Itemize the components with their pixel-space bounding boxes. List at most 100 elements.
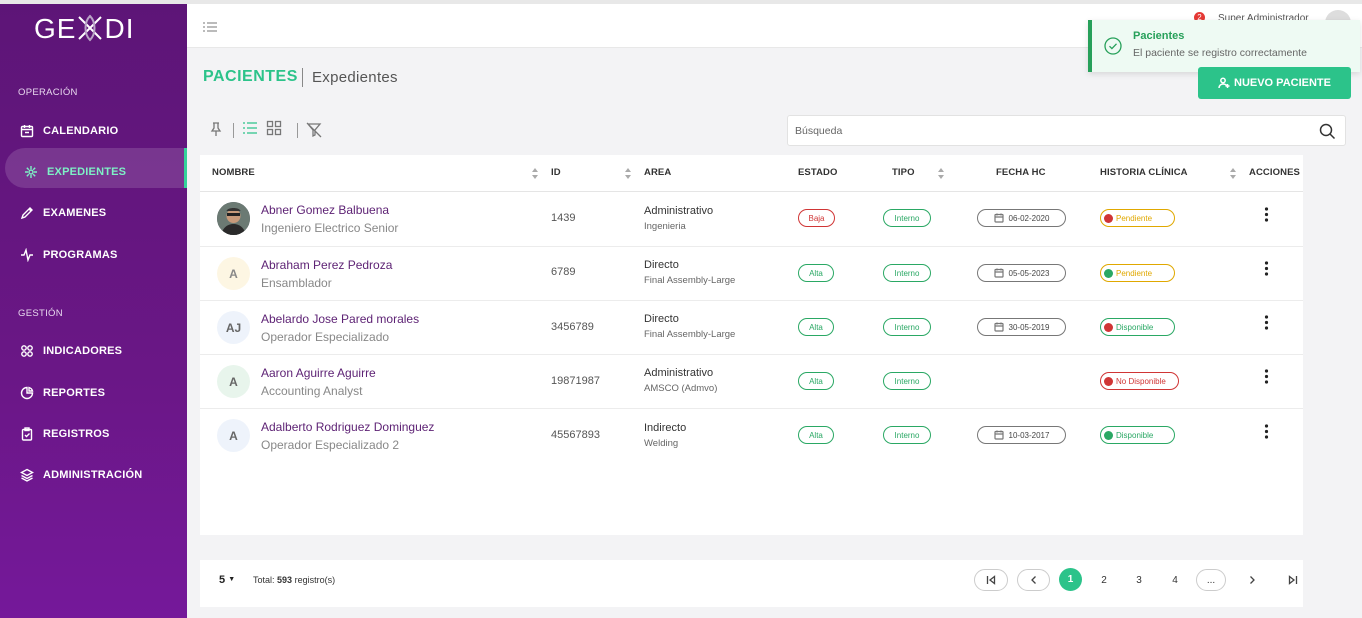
avatar — [217, 202, 250, 235]
history-text: No Disponible — [1116, 376, 1166, 386]
add-user-icon — [1218, 77, 1230, 89]
column-historia-clinica[interactable]: HISTORIA CLÍNICA — [1100, 167, 1188, 178]
patient-name[interactable]: Aaron Aguirre Aguirre — [261, 366, 376, 380]
column-estado[interactable]: ESTADO — [798, 167, 838, 178]
column-nombre[interactable]: NOMBRE — [212, 167, 255, 178]
patient-area: Indirecto — [644, 422, 687, 434]
search-icon[interactable] — [1319, 123, 1336, 140]
pin-icon — [210, 122, 222, 136]
history-badge: No Disponible — [1100, 372, 1179, 390]
caret-down-icon: ▼ — [228, 576, 236, 583]
history-badge: Pendiente — [1100, 209, 1175, 227]
history-text: Disponible — [1116, 430, 1154, 440]
patient-name[interactable]: Abelardo Jose Pared morales — [261, 312, 420, 326]
row-divider — [200, 408, 1303, 409]
column-tipo[interactable]: TIPO — [892, 167, 915, 178]
column-area[interactable]: AREA — [644, 167, 672, 178]
list-view-tool[interactable] — [242, 120, 258, 136]
total-label: Total: — [253, 575, 275, 585]
sort-icon[interactable] — [938, 168, 944, 179]
grid-view-tool[interactable] — [266, 120, 282, 136]
first-page-button[interactable] — [974, 569, 1008, 591]
avatar: AJ — [217, 311, 250, 344]
section-gestion: GESTIÓN — [18, 308, 63, 319]
page-1-button[interactable]: 1 — [1059, 568, 1082, 591]
column-fecha-hc[interactable]: FECHA HC — [996, 167, 1046, 178]
page-size-select[interactable]: 5 ▼ — [219, 574, 235, 586]
page-3-button[interactable]: 3 — [1136, 574, 1142, 586]
search-box — [787, 115, 1346, 146]
sidebar-item-label: EXAMENES — [43, 207, 107, 219]
column-id[interactable]: ID — [551, 167, 561, 178]
more-vertical-icon[interactable] — [1264, 261, 1269, 276]
person-photo-icon — [217, 202, 250, 235]
patient-id: 3456789 — [551, 321, 594, 333]
status-badge: Alta — [798, 264, 834, 282]
sidebar-item-examenes[interactable]: EXAMENES — [20, 203, 106, 223]
app-logo[interactable]: GE DI — [34, 13, 134, 45]
user-name[interactable]: Super Administrador — [1218, 13, 1309, 24]
date-text: 05-05-2023 — [1008, 268, 1050, 278]
patient-id: 45567893 — [551, 429, 600, 441]
pin-tool[interactable] — [208, 121, 224, 137]
sort-icon[interactable] — [625, 168, 631, 179]
date-badge: 06-02-2020 — [977, 209, 1066, 227]
tool-divider — [297, 123, 298, 138]
date-text: 10-03-2017 — [1008, 430, 1050, 440]
sort-icon[interactable] — [532, 168, 538, 179]
sidebar-item-programas[interactable]: PROGRAMAS — [20, 245, 118, 265]
column-acciones: ACCIONES — [1249, 167, 1300, 178]
sidebar-item-reportes[interactable]: REPORTES — [20, 383, 105, 403]
total-records: Total: 593 registro(s) — [253, 575, 335, 585]
patient-area: Directo — [644, 259, 679, 271]
page-4-button[interactable]: 4 — [1172, 574, 1178, 586]
notification-badge[interactable]: 2 — [1194, 12, 1205, 23]
patient-area-sub: Final Assembly-Large — [644, 329, 736, 340]
status-dot — [1104, 322, 1113, 332]
patient-area: Administrativo — [644, 367, 714, 379]
status-badge: Alta — [798, 372, 834, 390]
calendar-icon — [993, 213, 1004, 223]
calendar-icon — [993, 430, 1004, 440]
sidebar-item-administracion[interactable]: ADMINISTRACIÓN — [20, 465, 142, 485]
patient-area-sub: Ingenieria — [644, 221, 686, 232]
calendar-icon — [993, 322, 1004, 332]
more-pages-button[interactable]: ... — [1196, 569, 1226, 591]
patient-name[interactable]: Abraham Perez Pedroza — [261, 258, 393, 272]
new-patient-button[interactable]: NUEVO PACIENTE — [1198, 67, 1351, 99]
sort-icon[interactable] — [1230, 168, 1236, 179]
type-badge: Interno — [883, 318, 931, 336]
next-page-button[interactable] — [1242, 569, 1262, 591]
toast-message: El paciente se registro correctamente — [1133, 47, 1307, 59]
menu-toggle-icon[interactable] — [203, 21, 217, 33]
history-text: Pendiente — [1116, 213, 1153, 223]
more-vertical-icon[interactable] — [1264, 315, 1269, 330]
clear-filter-tool[interactable] — [306, 122, 322, 138]
date-text: 30-05-2019 — [1008, 322, 1050, 332]
chevron-left-icon — [1030, 576, 1036, 584]
patient-name[interactable]: Abner Gomez Balbuena — [261, 203, 390, 217]
page-subtitle: Expedientes — [312, 69, 398, 86]
patient-role: Ensamblador — [261, 276, 332, 290]
prev-page-button[interactable] — [1017, 569, 1050, 591]
page-2-button[interactable]: 2 — [1101, 574, 1107, 586]
more-vertical-icon[interactable] — [1264, 369, 1269, 384]
sidebar-item-indicadores[interactable]: INDICADORES — [20, 341, 122, 361]
title-divider — [302, 68, 303, 87]
more-vertical-icon[interactable] — [1264, 424, 1269, 439]
toast-title: Pacientes — [1133, 30, 1185, 42]
search-input[interactable] — [795, 123, 1295, 139]
status-dot — [1104, 213, 1113, 223]
chevron-right-icon — [1250, 576, 1255, 584]
patient-name[interactable]: Adalberto Rodriguez Dominguez — [261, 420, 435, 434]
last-page-button[interactable] — [1284, 569, 1302, 591]
total-suffix: registro(s) — [294, 575, 336, 585]
sidebar-item-expedientes[interactable]: EXPEDIENTES — [24, 162, 126, 182]
patient-id: 19871987 — [551, 375, 600, 387]
sidebar-item-registros[interactable]: REGISTROS — [20, 424, 110, 444]
page-title: PACIENTES — [203, 68, 298, 85]
pulse-icon — [21, 248, 33, 262]
more-vertical-icon[interactable] — [1264, 207, 1269, 222]
success-toast[interactable]: Pacientes El paciente se registro correc… — [1088, 20, 1360, 72]
sidebar-item-calendario[interactable]: CALENDARIO — [20, 121, 118, 141]
